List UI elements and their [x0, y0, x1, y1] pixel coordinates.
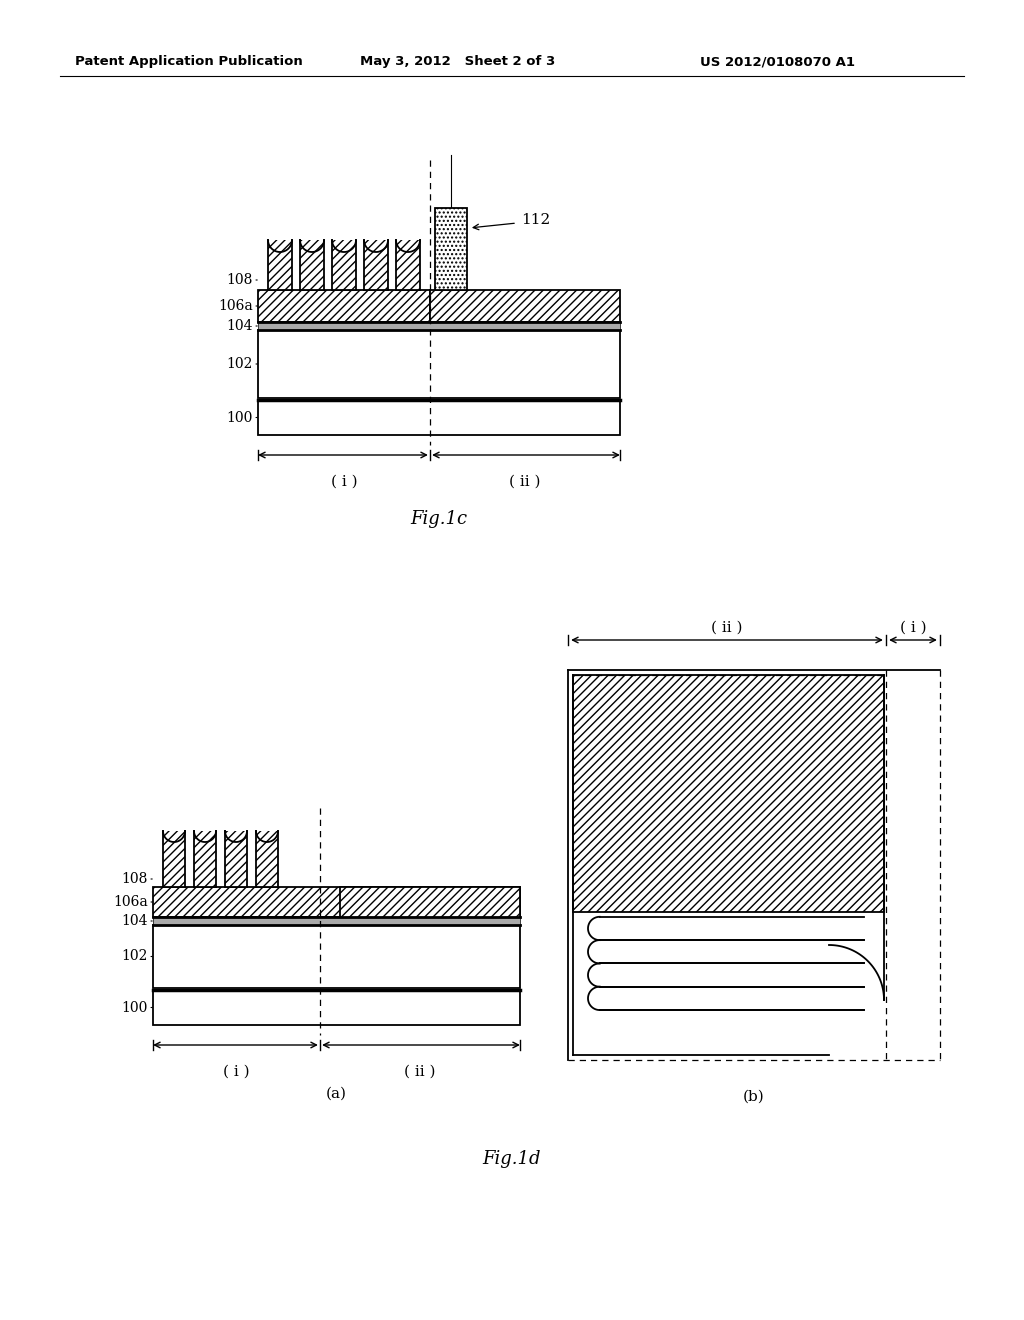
- Text: Patent Application Publication: Patent Application Publication: [75, 55, 303, 69]
- Polygon shape: [194, 832, 216, 842]
- Text: 104: 104: [226, 319, 253, 333]
- Bar: [225, 832, 247, 887]
- Text: 104: 104: [122, 913, 148, 928]
- Bar: [258, 322, 620, 330]
- Bar: [435, 209, 467, 290]
- Text: ( ii ): ( ii ): [509, 475, 541, 488]
- Bar: [153, 917, 520, 925]
- Bar: [258, 290, 430, 322]
- Text: (b): (b): [743, 1090, 765, 1104]
- Text: ( i ): ( i ): [900, 620, 927, 635]
- Bar: [268, 240, 292, 290]
- Polygon shape: [163, 832, 185, 842]
- Bar: [573, 675, 884, 912]
- Text: US 2012/0108070 A1: US 2012/0108070 A1: [700, 55, 855, 69]
- Text: 108: 108: [226, 273, 253, 286]
- Bar: [194, 832, 216, 887]
- Text: 106a: 106a: [218, 300, 253, 313]
- Text: ( i ): ( i ): [223, 1065, 250, 1078]
- Text: (a): (a): [326, 1086, 347, 1101]
- Bar: [396, 240, 420, 290]
- Bar: [258, 400, 620, 436]
- Polygon shape: [364, 240, 388, 252]
- Text: 102: 102: [122, 949, 148, 964]
- Polygon shape: [300, 240, 324, 252]
- Bar: [340, 887, 520, 917]
- Bar: [430, 290, 620, 322]
- Bar: [153, 925, 520, 987]
- Polygon shape: [332, 240, 356, 252]
- Text: ( i ): ( i ): [331, 475, 357, 488]
- Polygon shape: [256, 832, 278, 842]
- Bar: [153, 990, 520, 1026]
- Text: Fig.1c: Fig.1c: [411, 510, 468, 528]
- Polygon shape: [268, 240, 292, 252]
- Bar: [364, 240, 388, 290]
- Text: 102: 102: [226, 356, 253, 371]
- Text: 108: 108: [122, 873, 148, 886]
- Bar: [332, 240, 356, 290]
- Bar: [256, 832, 278, 887]
- Bar: [153, 887, 520, 917]
- Text: May 3, 2012   Sheet 2 of 3: May 3, 2012 Sheet 2 of 3: [360, 55, 555, 69]
- Text: 100: 100: [122, 1001, 148, 1015]
- Bar: [163, 832, 185, 887]
- Polygon shape: [225, 832, 247, 842]
- Text: 112: 112: [521, 213, 550, 227]
- Bar: [258, 330, 620, 399]
- Text: 106a: 106a: [114, 895, 148, 909]
- Text: ( ii ): ( ii ): [404, 1065, 436, 1078]
- Text: 100: 100: [226, 411, 253, 425]
- Bar: [300, 240, 324, 290]
- Text: Fig.1d: Fig.1d: [482, 1150, 542, 1168]
- Text: ( ii ): ( ii ): [712, 620, 742, 635]
- Polygon shape: [396, 240, 420, 252]
